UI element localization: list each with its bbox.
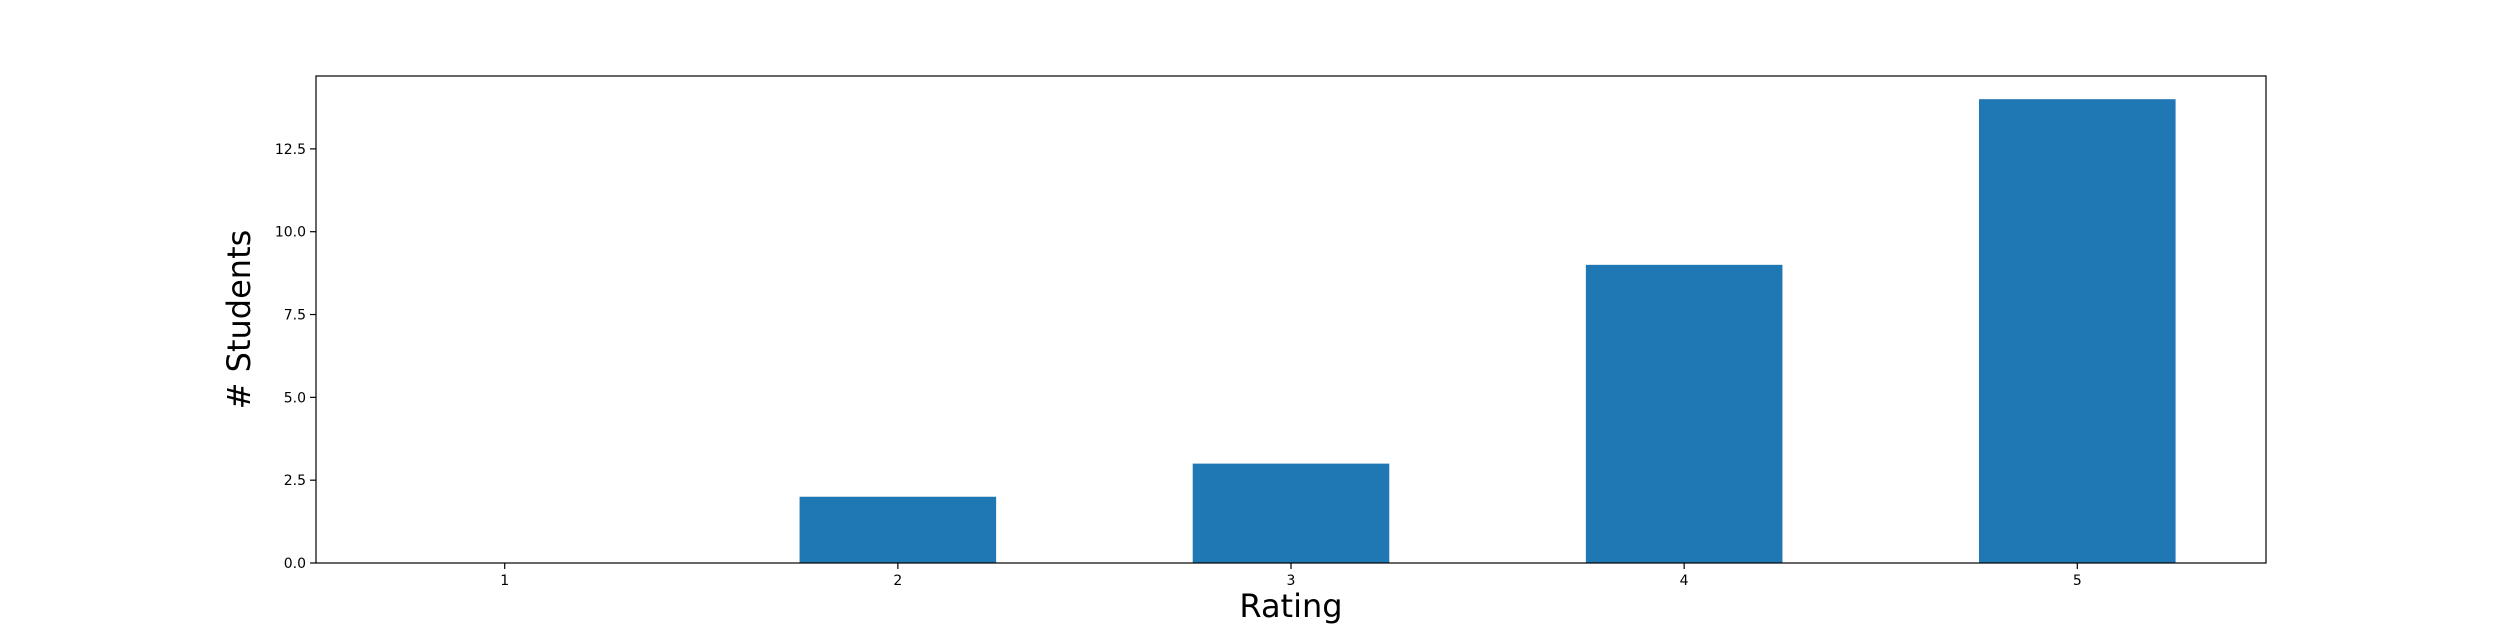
bar-rating-3 [1192,463,1390,563]
bar-rating-5 [1979,99,2176,563]
bars-layer [799,99,2176,563]
x-tick-label: 1 [500,573,509,589]
x-axis-ticks: 1 2 3 4 5 [500,563,2082,589]
x-tick-label: 3 [1287,573,1296,589]
y-tick-label: 7.5 [284,308,306,324]
x-axis-title: Rating [1239,587,1342,625]
y-axis-ticks: 0.0 2.5 5.0 7.5 10.0 12.5 [275,142,316,572]
x-tick-label: 4 [1680,573,1689,589]
y-axis-title: # Students [220,230,258,410]
y-tick-label: 0.0 [284,556,306,572]
y-tick-label: 5.0 [284,390,306,406]
y-tick-label: 2.5 [284,473,306,489]
bar-rating-2 [799,496,997,563]
y-tick-label: 12.5 [275,142,306,158]
x-tick-label: 2 [893,573,902,589]
x-tick-label: 5 [2073,573,2082,589]
y-tick-label: 10.0 [275,225,306,241]
bar-rating-4 [1585,264,1783,563]
